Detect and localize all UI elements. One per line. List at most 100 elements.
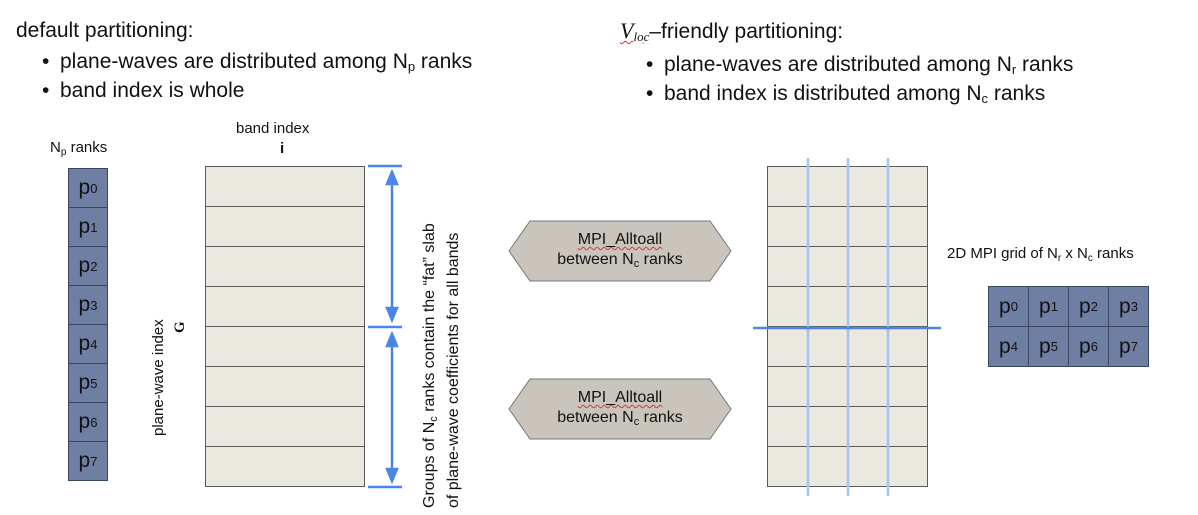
table-cell [807, 246, 848, 287]
mpi-box-2-line2: between N [557, 409, 634, 426]
left-coefficient-table [205, 166, 365, 488]
hexagon-shape [508, 220, 732, 282]
mpi-alltoall-box-2: MPI_Alltoall between Nc ranks [508, 378, 732, 440]
rank-index: 0 [90, 180, 98, 196]
table-cell [847, 246, 888, 287]
table-row [205, 286, 365, 327]
arrow-lower-head-up [385, 330, 399, 348]
np-ranks-label: Np ranks [50, 139, 108, 158]
rank-letter: p [1039, 294, 1051, 318]
rank-index: 1 [1050, 299, 1058, 314]
rank-index: 6 [1090, 339, 1098, 354]
rank-index: 4 [90, 336, 98, 352]
rank-letter: p [78, 215, 91, 238]
mpi-box-1-line2: between N [557, 251, 634, 268]
rank-letter: p [999, 294, 1011, 318]
rank-index: 1 [90, 219, 98, 235]
rank-letter: p [999, 334, 1011, 358]
pw-index-symbol: G [172, 321, 188, 333]
hexagon-shape [508, 378, 732, 440]
table-row [205, 166, 365, 207]
mpi-box-2-text: MPI_Alltoall between Nc ranks [508, 388, 732, 432]
right-bullet-1-text: plane-waves are distributed among N [664, 53, 1012, 76]
rank-letter: p [78, 176, 91, 199]
right-bullet-2-text: band index is distributed among N [664, 82, 982, 105]
table-cell [847, 406, 888, 447]
table-cell [887, 446, 928, 487]
mpi-box-2-line1: MPI_Alltoall [577, 389, 663, 406]
mpi-box-1-line1: MPI_Alltoall [577, 231, 663, 248]
rank-index: 3 [90, 297, 98, 313]
groups-note-line2: of plane-wave coefficients for all bands [445, 232, 462, 508]
rank-index: 7 [90, 453, 98, 469]
table-row [205, 406, 365, 447]
mpi-alltoall-box-1: MPI_Alltoall between Nc ranks [508, 220, 732, 282]
rank-letter: p [78, 410, 91, 433]
groups-note-line1: Groups of Nc ranks contain the “fat” sla… [421, 223, 440, 508]
table-cell [767, 286, 808, 327]
right-bullet-2-post: ranks [988, 82, 1046, 105]
rank-letter: p [1119, 334, 1131, 358]
table-row [205, 246, 365, 287]
arrow-upper-head-up [385, 168, 399, 186]
rank-letter: p [78, 293, 91, 316]
table-cell [847, 166, 888, 207]
table-cell [807, 366, 848, 407]
left-bullet-2-text: band index is whole [60, 79, 245, 102]
left-bullet-1-sub: p [407, 59, 416, 74]
table-cell [887, 326, 928, 367]
rank-index: 6 [90, 414, 98, 430]
rank-index: 5 [90, 375, 98, 391]
table-cell [767, 206, 808, 247]
rank-letter: p [1119, 294, 1131, 318]
table-cell [807, 326, 848, 367]
right-bullet-2-sub: c [981, 91, 989, 106]
bullet-dot: • [42, 50, 50, 73]
rank-index: 7 [1130, 339, 1138, 354]
bullet-dot: • [646, 53, 654, 76]
rank-letter: p [78, 332, 91, 355]
table-row [205, 366, 365, 407]
band-index-symbol: i [280, 140, 285, 157]
left-bullet-2: • band index is whole [42, 76, 244, 105]
mpi-box-2-line2-sub: c [633, 416, 640, 428]
mpi-box-1-text: MPI_Alltoall between Nc ranks [508, 230, 732, 274]
arrow-lower-head-down [385, 467, 399, 485]
bullet-dot: • [42, 79, 50, 102]
rank-index: 0 [1010, 299, 1018, 314]
right-heading-text: –friendly partitioning: [649, 20, 844, 43]
table-row [205, 206, 365, 247]
right-bullet-2: • band index is distributed among Nc rank… [646, 79, 1045, 113]
left-bullet-1: • plane-waves are distributed among Np ra… [42, 47, 472, 81]
right-heading: Vloc–friendly partitioning: [620, 18, 843, 50]
group-arrows [368, 164, 402, 489]
pw-index-label: plane-wave index [150, 319, 167, 436]
mpi-box-1-line2-sub: c [633, 258, 640, 270]
right-bullet-1: • plane-waves are distributed among Nr ra… [646, 50, 1073, 84]
left-bullet-1-text: plane-waves are distributed among N [60, 50, 408, 73]
arrow-upper-head-down [385, 306, 399, 324]
right-bullet-1-post: ranks [1016, 53, 1074, 76]
right-bullet-1-sub: r [1011, 62, 1017, 77]
rank-letter: p [1039, 334, 1051, 358]
table-cell [847, 446, 888, 487]
table-cell [807, 166, 848, 207]
left-bullet-1-post: ranks [415, 50, 473, 73]
mpi-grid-label: 2D MPI grid of Nr x Nc ranks [947, 245, 1134, 264]
partition-lines [753, 158, 941, 496]
